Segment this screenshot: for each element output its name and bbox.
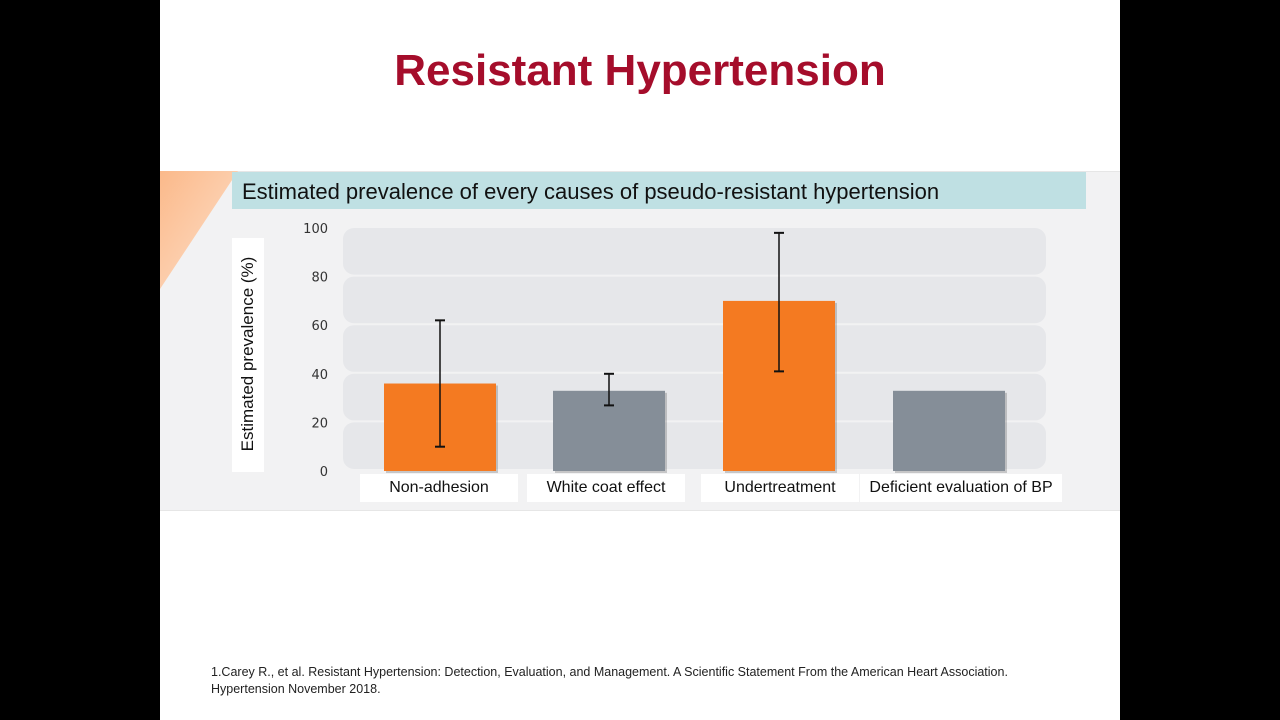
grid-band (343, 228, 1046, 275)
gridlines (343, 228, 1046, 469)
category-label: Non-adhesion (389, 479, 489, 496)
grid-band (343, 373, 1046, 421)
category-label: White coat effect (546, 479, 666, 496)
grid-band (343, 422, 1046, 469)
y-tick-labels: 100 80 60 40 20 0 (303, 222, 328, 480)
category-label: Deficient evaluation of BP (869, 479, 1053, 496)
y-tick-label: 40 (311, 368, 328, 383)
bar-chart: 100 80 60 40 20 0 (303, 222, 1046, 480)
y-tick-label: 20 (311, 416, 328, 431)
chart-title: Estimated prevalence of every causes of … (242, 179, 940, 204)
category-label-box-0: Non-adhesion (360, 474, 518, 502)
y-tick-label: 0 (320, 465, 328, 480)
reference-footnote: 1.Carey R., et al. Resistant Hypertensio… (211, 665, 1008, 696)
corner-accent-shape (160, 171, 238, 289)
bar (893, 390, 1005, 471)
slide-title: Resistant Hypertension (394, 46, 886, 95)
y-axis-label-box: Estimated prevalence (%) (232, 238, 264, 472)
bars (384, 300, 1007, 473)
chart-title-banner: Estimated prevalence of every causes of … (232, 172, 1086, 209)
y-tick-label: 60 (311, 319, 328, 334)
slide: Resistant Hypertension Estimated prevale… (160, 0, 1120, 720)
category-label-box-2: Undertreatment (701, 474, 859, 502)
category-label-box-3: Deficient evaluation of BP (860, 474, 1062, 502)
y-tick-label: 100 (303, 222, 328, 237)
category-label-box-1: White coat effect (527, 474, 685, 502)
category-label: Undertreatment (724, 479, 836, 496)
y-tick-label: 80 (311, 271, 328, 286)
grid-band (343, 325, 1046, 372)
grid-band (343, 276, 1046, 324)
error-bars (435, 231, 784, 448)
